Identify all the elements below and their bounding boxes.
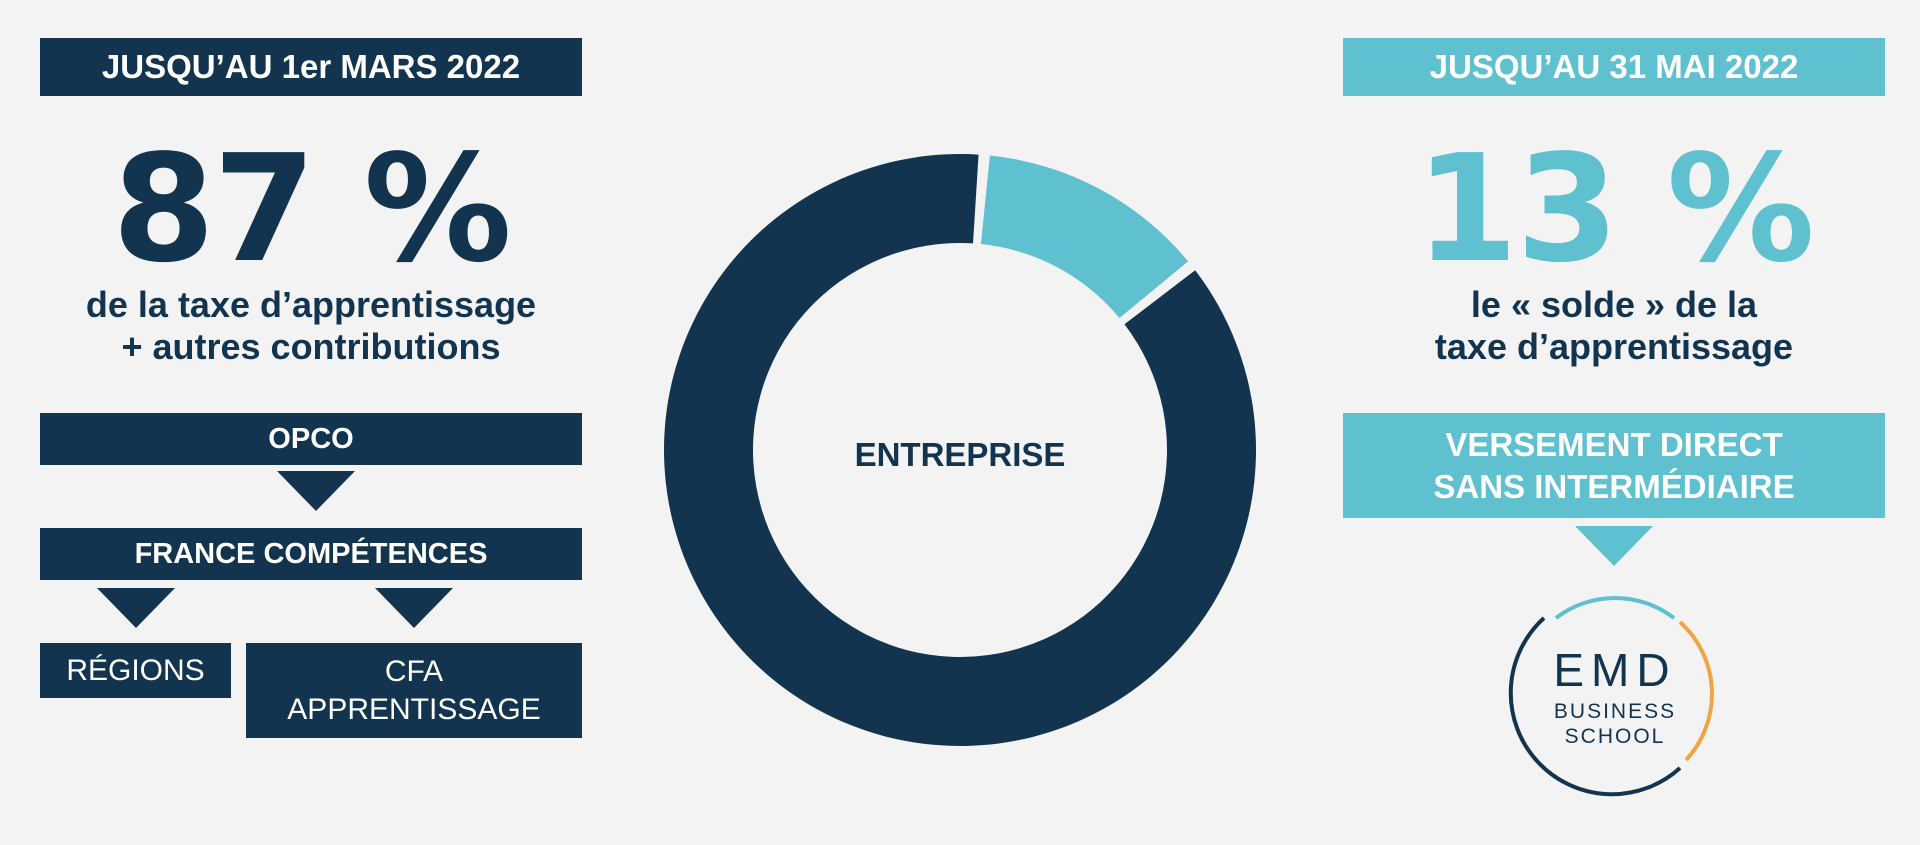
left-description: de la taxe d’apprentissage + autres cont… (40, 284, 582, 368)
center-label: ENTREPRISE (854, 436, 1066, 473)
cfa-apprentissage-box: CFA APPRENTISSAGE (246, 643, 582, 738)
france-competences-box: FRANCE COMPÉTENCES (40, 528, 582, 580)
right-percent: 13 % (1415, 123, 1815, 295)
left-percent: 87 % (112, 123, 512, 295)
left-description-line1: de la taxe d’apprentissage (85, 284, 537, 325)
emd-logo-text: EMD BUSINESS SCHOOL (1500, 645, 1730, 749)
regions-box: RÉGIONS (40, 643, 231, 698)
logo-business: BUSINESS (1553, 700, 1677, 723)
versement-line1: VERSEMENT DIRECT (1445, 425, 1783, 463)
versement-line2: SANS INTERMÉDIAIRE (1433, 467, 1795, 505)
arrow-down-icon (375, 588, 453, 628)
arrow-down-icon (97, 588, 175, 628)
right-description-line1: le « solde » de la (1470, 284, 1758, 325)
donut-chart (664, 154, 1256, 746)
logo-school: SCHOOL (1564, 725, 1666, 748)
cfa-line2: APPRENTISSAGE (287, 692, 541, 726)
cfa-line1: CFA (384, 654, 444, 688)
versement-direct-box: VERSEMENT DIRECT SANS INTERMÉDIAIRE (1343, 413, 1885, 518)
arrow-down-icon (1575, 526, 1653, 566)
emd-logo (1508, 595, 1714, 797)
donut-slice-87 (664, 154, 1256, 746)
logo-emd: EMD (1553, 644, 1677, 696)
opco-box: OPCO (40, 413, 582, 465)
right-description-line2: taxe d’apprentissage (1434, 326, 1794, 367)
arrow-down-icon (277, 471, 355, 511)
left-description-line2: + autres contributions (121, 326, 501, 367)
donut-slice-13 (980, 155, 1189, 319)
left-header: JUSQU’AU 1er MARS 2022 (40, 38, 582, 96)
right-header: JUSQU’AU 31 MAI 2022 (1343, 38, 1885, 96)
right-description: le « solde » de la taxe d’apprentissage (1343, 284, 1885, 368)
